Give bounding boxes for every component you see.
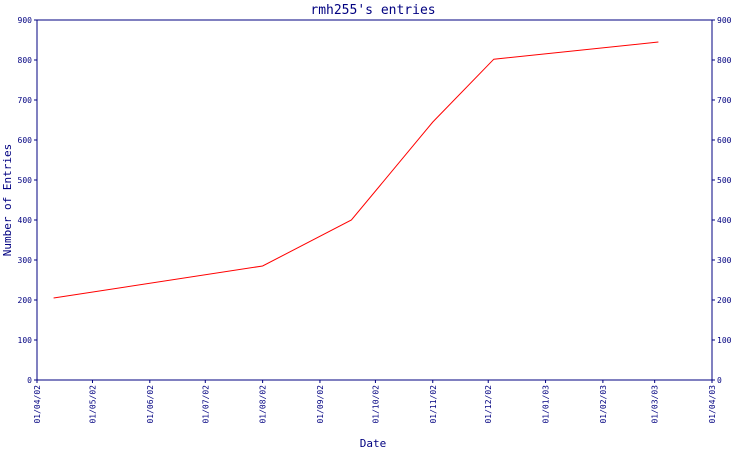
x-axis: 01/04/02 01/05/02 01/06/02 01/07/02 01/08/02… xyxy=(33,380,717,424)
data-point xyxy=(431,121,434,124)
x-tick-label: 01/08/02 xyxy=(259,385,268,424)
x-tick-label: 01/02/03 xyxy=(599,385,608,424)
y-tick-label-left: 600 xyxy=(18,136,33,145)
x-tick-label: 01/10/02 xyxy=(371,385,380,424)
y-tick-label-left: 100 xyxy=(18,336,33,345)
y-tick-label-right: 800 xyxy=(717,56,732,65)
x-tick-label: 01/03/03 xyxy=(651,385,660,424)
x-tick-label: 01/06/02 xyxy=(146,385,155,424)
data-point xyxy=(350,219,353,222)
y-tick-label-right: 500 xyxy=(717,176,732,185)
x-axis-title: Date xyxy=(360,437,387,450)
y-axis-right: 0 100 200 300 400 500 600 700 800 900 xyxy=(712,16,732,385)
y-tick-label-left: 200 xyxy=(18,296,33,305)
y-tick-label-right: 100 xyxy=(717,336,732,345)
x-tick-label: 01/09/02 xyxy=(316,385,325,424)
x-tick-label: 01/05/02 xyxy=(88,385,97,424)
y-axis-title: Number of Entries xyxy=(1,144,14,257)
y-tick-label-right: 200 xyxy=(717,296,732,305)
y-tick-label-left: 800 xyxy=(18,56,33,65)
x-tick-label: 01/12/02 xyxy=(484,385,493,424)
plot-frame xyxy=(36,19,713,381)
y-tick-label-right: 600 xyxy=(717,136,732,145)
chart-title: rmh255's entries xyxy=(310,3,435,18)
series-line xyxy=(53,41,659,299)
y-tick-label-left: 300 xyxy=(18,256,33,265)
x-tick-label: 01/01/03 xyxy=(542,385,551,424)
y-tick-label-right: 900 xyxy=(717,16,732,25)
y-tick-label-right: 300 xyxy=(717,256,732,265)
x-tick-label: 01/07/02 xyxy=(201,385,210,424)
y-tick-label-right: 700 xyxy=(717,96,732,105)
data-point xyxy=(261,265,264,268)
y-tick-label-left: 700 xyxy=(18,96,33,105)
x-tick-label: 01/11/02 xyxy=(429,385,438,424)
y-tick-label-left: 900 xyxy=(18,16,33,25)
series-layer xyxy=(52,41,660,300)
y-axis-left: 0 100 200 300 400 500 600 700 800 900 xyxy=(18,16,37,385)
x-tick-label: 01/04/03 xyxy=(708,385,717,424)
y-tick-label-left: 500 xyxy=(18,176,33,185)
y-tick-label-right: 0 xyxy=(717,376,722,385)
data-point xyxy=(52,297,55,300)
data-point xyxy=(657,41,660,44)
x-tick-label: 01/04/02 xyxy=(33,385,42,424)
y-tick-label-left: 400 xyxy=(18,216,33,225)
y-tick-label-right: 400 xyxy=(717,216,732,225)
y-tick-label-left: 0 xyxy=(27,376,32,385)
data-point xyxy=(492,58,495,61)
